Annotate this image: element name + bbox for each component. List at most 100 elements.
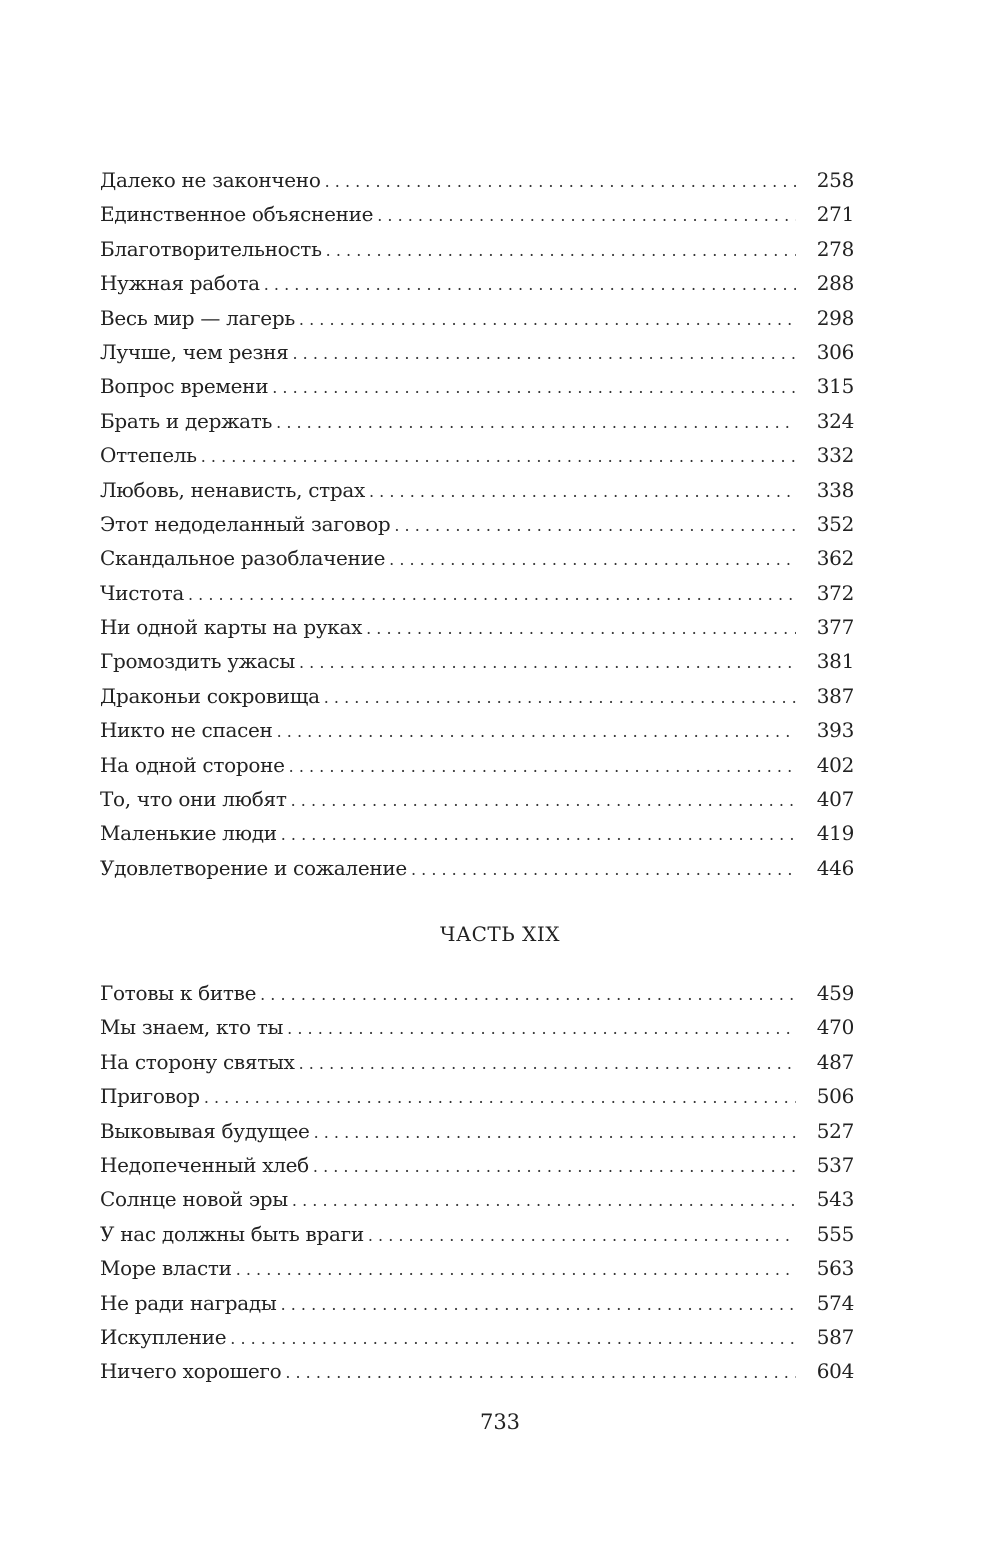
- dot-leader: [287, 1010, 796, 1046]
- entry-page: 298: [816, 305, 855, 330]
- entry-title: Брать и держать: [100, 408, 273, 433]
- entry-title: Оттепель: [100, 443, 197, 468]
- entry-title: Солнце новой эры: [100, 1187, 288, 1212]
- entry-title: Громоздить ужасы: [100, 649, 295, 674]
- dot-leader: [230, 1320, 796, 1356]
- toc-entry: Приговор 506: [100, 1079, 854, 1113]
- toc-entry: Брать и держать 324: [100, 404, 854, 438]
- entry-page: 537: [816, 1152, 855, 1177]
- entry-page: 563: [816, 1256, 855, 1281]
- entry-title: Благотворительность: [100, 236, 322, 261]
- entry-title: Никто не спасен: [100, 718, 273, 743]
- entry-page: 393: [816, 718, 855, 743]
- entry-page: 271: [816, 202, 855, 227]
- entry-title: Скандальное разоблачение: [100, 546, 386, 571]
- toc-entry: Море власти 563: [100, 1251, 854, 1285]
- entry-page: 278: [816, 236, 855, 261]
- toc-entry: Готовы к битве 459: [100, 976, 854, 1010]
- entry-page: 306: [816, 339, 855, 364]
- entry-page: 288: [816, 271, 855, 296]
- toc-entry: Любовь, ненависть, страх 338: [100, 473, 854, 507]
- toc-entry: Нужная работа 288: [100, 266, 854, 300]
- toc-entry: Никто не спасен 393: [100, 713, 854, 747]
- dot-leader: [299, 644, 796, 680]
- toc-entry: Искупление 587: [100, 1320, 854, 1354]
- entry-page: 527: [816, 1118, 855, 1143]
- entry-title: Ничего хорошего: [100, 1359, 282, 1384]
- dot-leader: [314, 1114, 796, 1150]
- page-number: 733: [479, 1410, 521, 1434]
- toc-entry: Оттепель 332: [100, 438, 854, 472]
- entry-page: 338: [816, 477, 855, 502]
- entry-page: 332: [816, 443, 855, 468]
- entry-page: 574: [816, 1290, 855, 1315]
- entry-title: Ни одной карты на руках: [100, 615, 363, 640]
- dot-leader: [285, 1354, 796, 1390]
- toc-entry: Выковывая будущее 527: [100, 1114, 854, 1148]
- dot-leader: [377, 197, 796, 233]
- entry-title: Весь мир — лагерь: [100, 305, 295, 330]
- entry-title: Искупление: [100, 1324, 227, 1349]
- dot-leader: [201, 438, 796, 474]
- dot-leader: [264, 266, 796, 302]
- entry-title: Лучше, чем резня: [100, 339, 289, 364]
- dot-leader: [281, 1286, 796, 1322]
- entry-title: Вопрос времени: [100, 374, 269, 399]
- toc-entry: Драконьи сокровища 387: [100, 679, 854, 713]
- dot-leader: [260, 976, 796, 1012]
- dot-leader: [368, 1217, 796, 1253]
- toc-entry: Удовлетворение и сожаление 446: [100, 851, 854, 885]
- dot-leader: [299, 1045, 796, 1081]
- part-heading: ЧАСТЬ XIX: [440, 922, 560, 946]
- entry-page: 372: [816, 580, 855, 605]
- entry-page: 402: [816, 752, 855, 777]
- entry-title: Море власти: [100, 1256, 232, 1281]
- dot-leader: [313, 1148, 796, 1184]
- toc-entry: Единственное объяснение 271: [100, 197, 854, 231]
- entry-page: 315: [816, 374, 855, 399]
- entry-page: 324: [816, 408, 855, 433]
- entry-page: 446: [816, 855, 855, 880]
- dot-leader: [324, 679, 796, 715]
- dot-leader: [277, 713, 796, 749]
- entry-page: 506: [816, 1084, 855, 1109]
- entry-title: Этот недоделанный заговор: [100, 511, 391, 536]
- entry-page: 362: [816, 546, 855, 571]
- entry-title: Любовь, ненависть, страх: [100, 477, 365, 502]
- toc-entry: Недопеченный хлеб 537: [100, 1148, 854, 1182]
- entry-title: Далеко не закончено: [100, 168, 321, 192]
- toc-entry: То, что они любят 407: [100, 782, 854, 816]
- toc-entry: На одной стороне 402: [100, 748, 854, 782]
- toc-entry: Ни одной карты на руках 377: [100, 610, 854, 644]
- toc-entry: Не ради награды 574: [100, 1286, 854, 1320]
- toc-entry: Мы знаем, кто ты 470: [100, 1010, 854, 1044]
- dot-leader: [389, 541, 796, 577]
- dot-leader: [394, 507, 796, 543]
- dot-leader: [272, 369, 796, 405]
- dot-leader: [291, 782, 796, 818]
- entry-page: 387: [816, 683, 855, 708]
- toc-entry: Этот недоделанный заговор 352: [100, 507, 854, 541]
- toc-section-2: Готовы к битве 459 Мы знаем, кто ты 470 На с…: [100, 976, 854, 1389]
- dot-leader: [281, 816, 796, 852]
- toc-entry: Маленькие люди 419: [100, 816, 854, 850]
- toc-entry: Благотворительность 278: [100, 232, 854, 266]
- toc-entry: Скандальное разоблачение 362: [100, 541, 854, 575]
- entry-page: 543: [816, 1187, 855, 1212]
- entry-title: Готовы к битве: [100, 981, 257, 1005]
- entry-page: 419: [816, 821, 855, 846]
- entry-title: Недопеченный хлеб: [100, 1152, 309, 1177]
- entry-page: 555: [816, 1221, 855, 1246]
- entry-page: 381: [816, 649, 855, 674]
- toc-entry: Ничего хорошего 604: [100, 1354, 854, 1388]
- entry-page: 459: [816, 981, 855, 1005]
- toc-entry: Лучше, чем резня 306: [100, 335, 854, 369]
- dot-leader: [276, 404, 796, 440]
- toc-entry: У нас должны быть враги 555: [100, 1217, 854, 1251]
- entry-title: Приговор: [100, 1084, 200, 1109]
- dot-leader: [411, 851, 796, 887]
- dot-leader: [204, 1079, 796, 1115]
- entry-title: На сторону святых: [100, 1049, 295, 1074]
- entry-title: Нужная работа: [100, 271, 260, 296]
- dot-leader: [325, 163, 796, 199]
